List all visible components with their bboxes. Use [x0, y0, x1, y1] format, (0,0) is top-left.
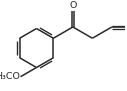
Text: H₃CO: H₃CO	[0, 72, 20, 81]
Text: O: O	[69, 1, 77, 10]
